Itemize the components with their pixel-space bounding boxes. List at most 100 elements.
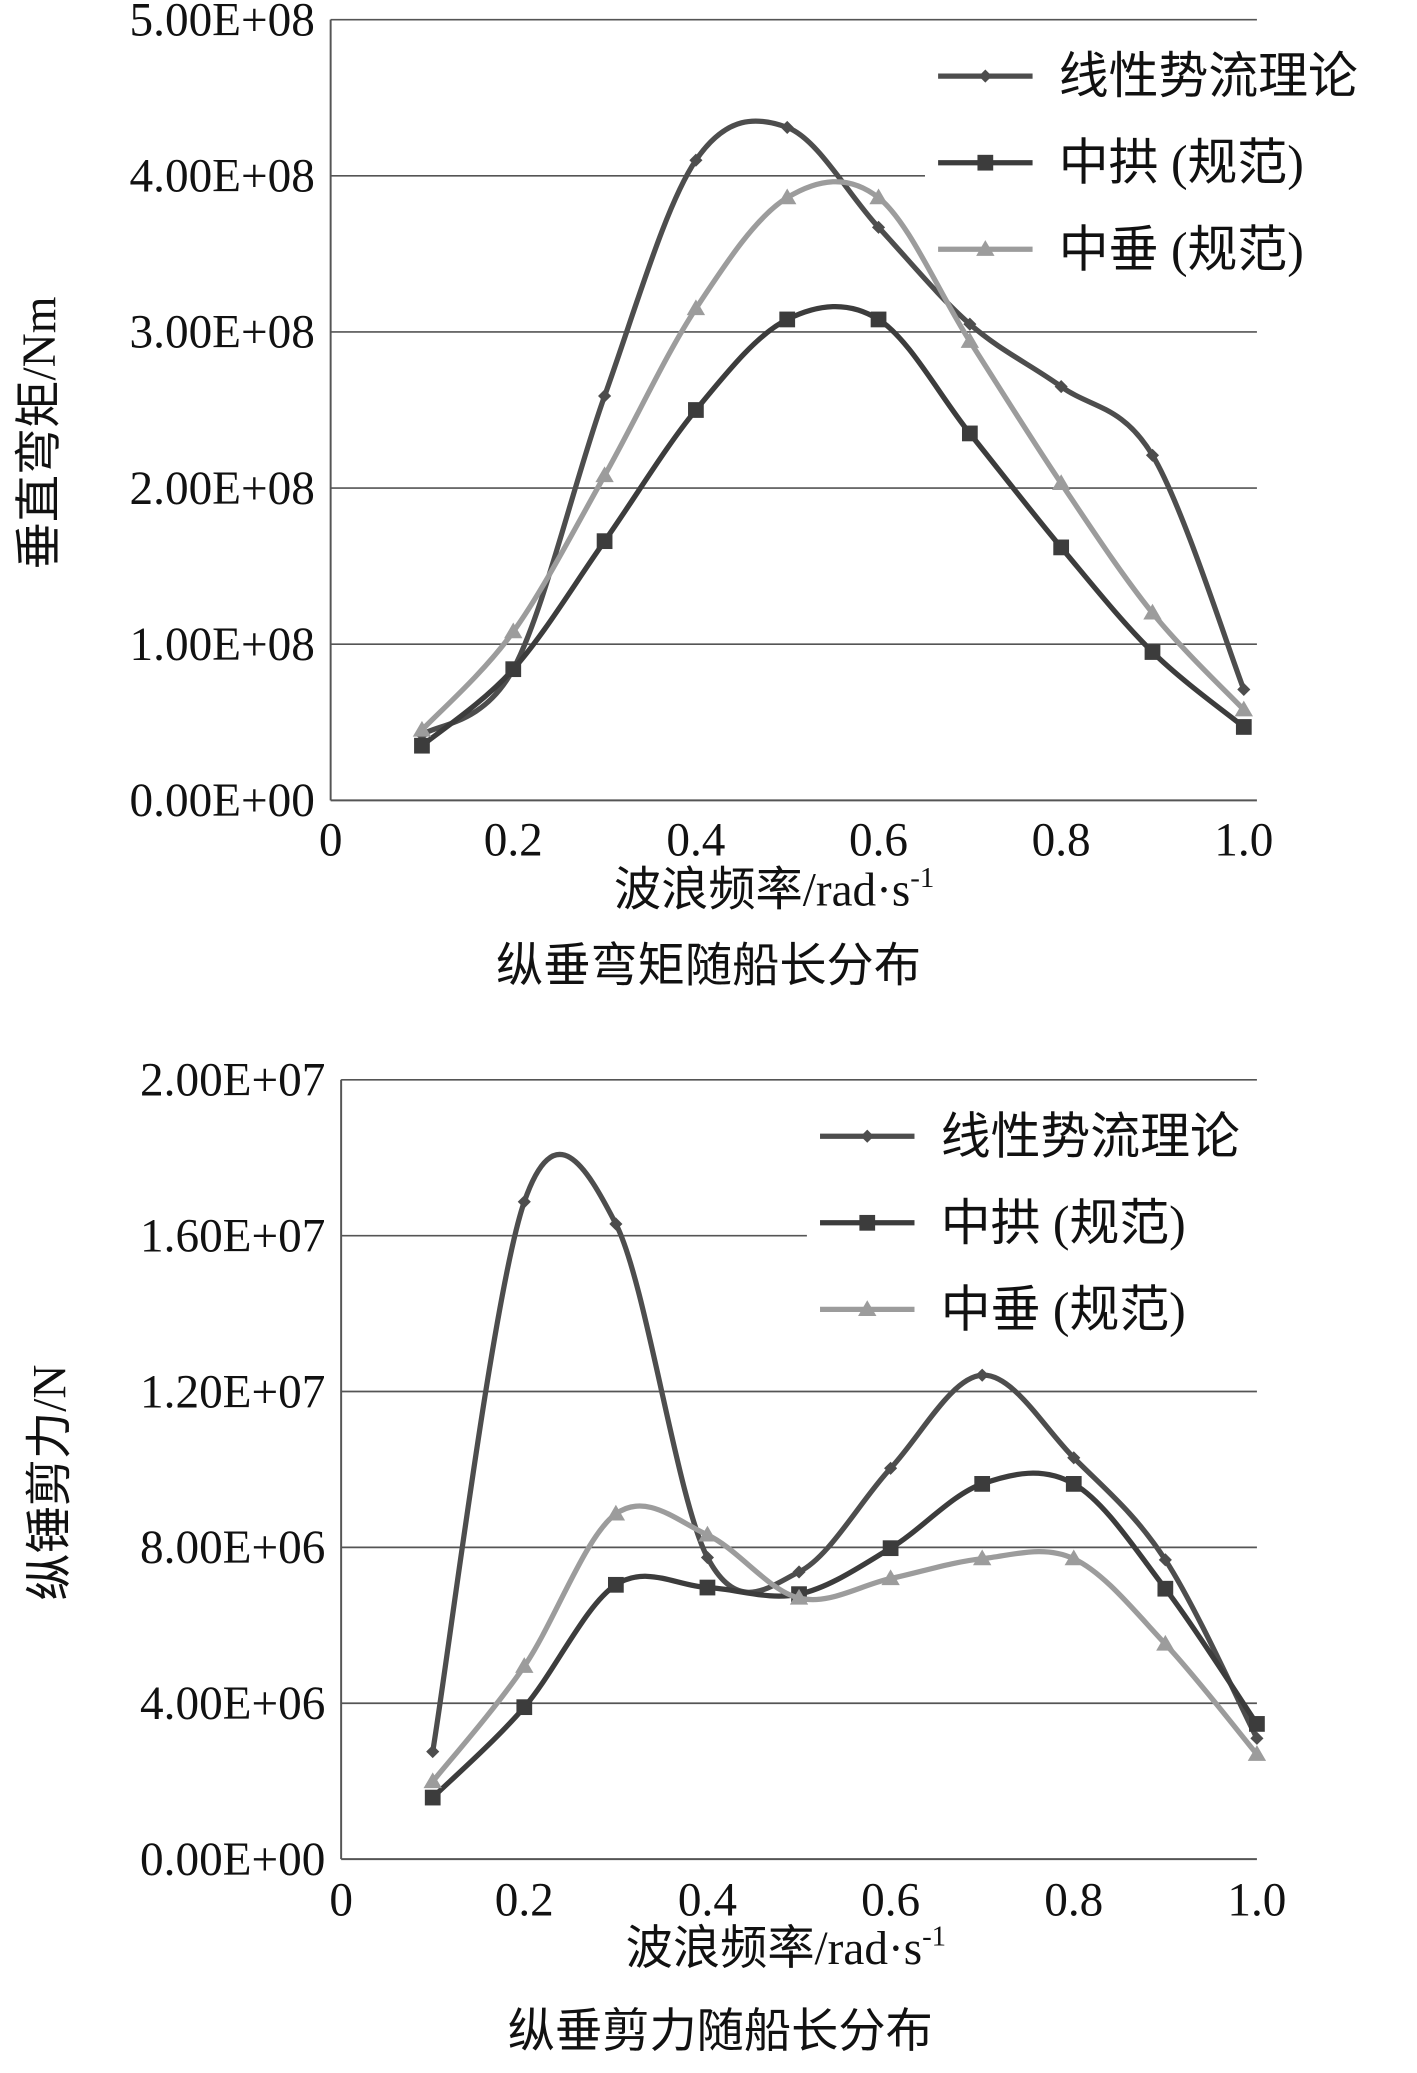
y-tick-label: 4.00E+08 [130, 151, 315, 203]
data-point [870, 311, 887, 328]
data-point [871, 220, 886, 234]
data-point [426, 1745, 440, 1759]
y-tick-label: 1.00E+08 [130, 619, 315, 671]
data-point [779, 311, 796, 328]
data-point [1235, 719, 1252, 735]
x-tick-label: 0 [319, 814, 343, 866]
data-point [1237, 682, 1251, 697]
legend-label: 线性势流理论 [941, 1109, 1240, 1164]
legend-label: 中垂 (规范) [1059, 222, 1304, 277]
data-point [1065, 1476, 1082, 1492]
series-line [430, 1470, 1260, 1800]
data-point [1247, 1745, 1267, 1761]
data-point [698, 1525, 717, 1542]
data-point [1067, 1451, 1081, 1465]
y-tick-label: 1.20E+07 [140, 1366, 325, 1418]
data-point [606, 1504, 626, 1521]
chart-1: 0.00E+00 1.00E+08 2.00E+08 3.00E+08 4.00E+08… [13, 0, 1417, 992]
x-tick-label: 0.2 [484, 814, 543, 866]
data-point [778, 188, 797, 205]
data-point [1157, 1580, 1174, 1597]
data-point [412, 720, 432, 737]
data-point [960, 332, 980, 348]
data-point [884, 1461, 898, 1475]
series-line [420, 118, 1247, 738]
legend-label: 中拱 (规范) [1059, 136, 1304, 191]
data-point [973, 1549, 992, 1566]
y-axis-label: 纵锤剪力/N [25, 1365, 77, 1601]
legend-marker [977, 154, 994, 171]
data-point [699, 1579, 716, 1596]
x-tick-label: 0.6 [849, 814, 908, 866]
data-point [961, 425, 978, 442]
legend-background [924, 26, 1417, 287]
data-point [596, 533, 613, 550]
legend-marker [976, 240, 995, 256]
y-tick-label: 8.00E+06 [140, 1522, 325, 1574]
data-point [504, 622, 523, 639]
data-point [414, 737, 430, 754]
data-point [686, 299, 706, 316]
data-point [516, 1699, 533, 1716]
data-point [963, 317, 977, 331]
chart-title: 纵垂剪力随船长分布 [508, 2006, 933, 2058]
legend-label: 中拱 (规范) [941, 1196, 1186, 1251]
legend-marker [859, 1214, 876, 1231]
series-3 [412, 179, 1253, 737]
legend-item: 中垂 (规范) [938, 222, 1304, 277]
x-axis-label-superscript: -1 [922, 1921, 946, 1953]
x-tick-label: 1.0 [1227, 1875, 1286, 1927]
series-line [430, 1503, 1259, 1784]
x-tick-label: 0.4 [666, 814, 725, 866]
data-point [1234, 700, 1253, 717]
data-point [598, 389, 612, 403]
data-point [869, 188, 888, 205]
series-line [420, 179, 1246, 732]
y-tick-label: 1.60E+07 [140, 1210, 325, 1262]
series-3 [423, 1503, 1267, 1789]
y-tick-label: 3.00E+08 [130, 307, 315, 359]
data-point [1158, 1553, 1172, 1567]
series-2 [414, 304, 1252, 754]
data-point [881, 1569, 900, 1586]
data-point [1249, 1716, 1265, 1732]
data-point [595, 466, 614, 483]
y-tick-label: 2.00E+08 [130, 463, 315, 515]
x-axis-label-text: 波浪频率/rad·s [626, 1923, 922, 1975]
data-point [424, 1789, 441, 1806]
data-point [789, 1588, 809, 1605]
data-point [882, 1540, 899, 1557]
legend-item: 线性势流理论 [820, 1109, 1240, 1164]
y-tick-label: 0.00E+00 [130, 775, 315, 827]
legend-marker [978, 69, 992, 83]
series-1 [426, 1151, 1264, 1759]
legend-item: 中垂 (规范) [820, 1282, 1186, 1337]
legend-label: 中垂 (规范) [941, 1282, 1186, 1337]
legend-marker [860, 1129, 874, 1143]
data-point [423, 1772, 442, 1789]
chart-title: 纵垂弯矩随船长分布 [496, 939, 921, 992]
data-point [505, 661, 522, 678]
x-tick-label: 0.6 [861, 1875, 920, 1927]
x-axis-label-superscript: -1 [910, 862, 934, 894]
x-tick-label: 0.4 [678, 1875, 737, 1927]
data-point [1156, 1634, 1175, 1651]
y-axis-label: 垂直弯矩/Nm [13, 297, 66, 570]
y-tick-label: 0.00E+00 [140, 1834, 325, 1886]
legend-background [806, 1086, 1306, 1347]
x-axis-label-text: 波浪频率/rad·s [614, 864, 910, 916]
x-tick-label: 0 [329, 1875, 353, 1927]
x-tick-label: 0.8 [1032, 814, 1091, 866]
legend-item: 中拱 (规范) [938, 136, 1304, 191]
x-tick-label: 0.2 [495, 1875, 554, 1927]
y-tick-label: 5.00E+08 [130, 0, 315, 46]
legend-item: 线性势流理论 [938, 49, 1358, 104]
data-point [515, 1657, 534, 1673]
x-tick-label: 1.0 [1214, 814, 1273, 866]
data-point [1051, 474, 1071, 490]
data-point [1144, 644, 1161, 660]
data-point [974, 1476, 991, 1492]
x-tick-label: 0.8 [1044, 1875, 1103, 1927]
y-tick-label: 4.00E+06 [140, 1678, 325, 1730]
data-point [688, 402, 704, 418]
